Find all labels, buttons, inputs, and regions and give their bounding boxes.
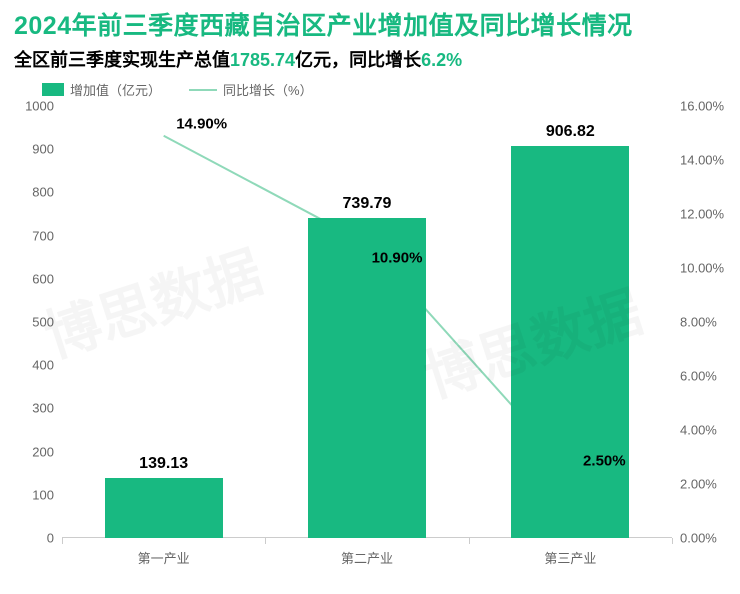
y-left-tick: 400 (12, 358, 62, 373)
x-tick-mark (672, 538, 673, 544)
line-value-label: 2.50% (583, 452, 626, 469)
y-right-tick: 10.00% (672, 261, 732, 276)
y-left-tick: 700 (12, 228, 62, 243)
x-category-label: 第二产业 (341, 538, 393, 567)
subtitle-total-value: 1785.74 (230, 50, 295, 70)
y-left-tick: 900 (12, 142, 62, 157)
y-right-tick: 16.00% (672, 99, 732, 114)
line-value-label: 10.90% (372, 249, 423, 266)
y-right-tick: 2.00% (672, 477, 732, 492)
line-value-label: 14.90% (176, 115, 227, 132)
y-left-tick: 300 (12, 401, 62, 416)
legend-bar: 增加值（亿元） (42, 80, 161, 99)
y-left-tick: 500 (12, 315, 62, 330)
legend: 增加值（亿元） 同比增长（%） (0, 74, 740, 99)
page-subtitle: 全区前三季度实现生产总值1785.74亿元，同比增长6.2% (0, 44, 740, 74)
x-tick-mark (469, 538, 470, 544)
bar-value-label: 906.82 (546, 123, 595, 146)
page-title: 2024年前三季度西藏自治区产业增加值及同比增长情况 (0, 0, 740, 44)
legend-line: 同比增长（%） (189, 80, 313, 99)
y-right-tick: 6.00% (672, 369, 732, 384)
bar-value-label: 139.13 (139, 455, 188, 478)
bar: 139.13 (105, 478, 223, 538)
y-left-tick: 100 (12, 487, 62, 502)
subtitle-growth: 6.2% (421, 50, 462, 70)
x-tick-mark (265, 538, 266, 544)
y-right-tick: 14.00% (672, 153, 732, 168)
y-left-tick: 1000 (12, 99, 62, 114)
bar: 739.79 (308, 218, 426, 538)
bar-value-label: 739.79 (343, 195, 392, 218)
bar: 906.82 (511, 146, 629, 538)
y-right-tick: 12.00% (672, 207, 732, 222)
y-left-tick: 600 (12, 271, 62, 286)
subtitle-prefix: 全区前三季度实现生产总值 (14, 50, 230, 70)
x-category-label: 第一产业 (138, 538, 190, 567)
y-right-tick: 0.00% (672, 531, 732, 546)
x-category-label: 第三产业 (544, 538, 596, 567)
plot-area: 010020030040050060070080090010000.00%2.0… (62, 106, 672, 538)
legend-bar-swatch (42, 83, 64, 96)
y-left-tick: 200 (12, 444, 62, 459)
legend-line-swatch (189, 89, 217, 91)
y-left-tick: 0 (12, 531, 62, 546)
subtitle-unit: 亿元，同比增长 (295, 50, 421, 70)
y-right-tick: 8.00% (672, 315, 732, 330)
y-left-tick: 800 (12, 185, 62, 200)
y-right-tick: 4.00% (672, 423, 732, 438)
chart-area: 010020030040050060070080090010000.00%2.0… (0, 106, 740, 594)
x-tick-mark (62, 538, 63, 544)
legend-line-label: 同比增长（%） (223, 80, 313, 99)
legend-bar-label: 增加值（亿元） (70, 80, 161, 99)
